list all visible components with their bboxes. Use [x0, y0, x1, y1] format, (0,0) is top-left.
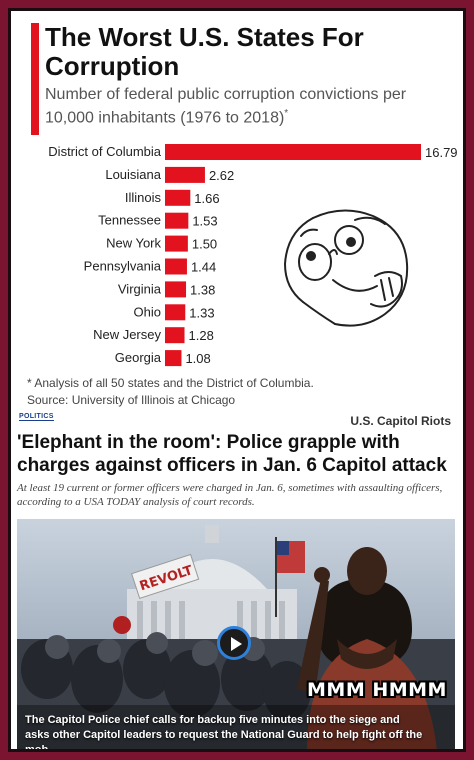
value-label: 1.44: [191, 260, 216, 275]
bar: [165, 350, 182, 367]
category-label: Pennsylvania: [84, 259, 162, 274]
value-label: 16.79: [425, 145, 458, 160]
value-label: 1.38: [190, 282, 215, 297]
category-label: District of Columbia: [48, 144, 161, 159]
play-icon[interactable]: [217, 626, 251, 660]
category-label: Louisiana: [105, 167, 161, 182]
bar: [165, 235, 188, 252]
source-text: Source: University of Illinois at Chicag…: [27, 393, 236, 407]
article-headline[interactable]: 'Elephant in the room': Police grapple w…: [17, 432, 447, 476]
category-label: New Jersey: [93, 327, 161, 342]
bar: [165, 212, 189, 229]
chart-footnotes: * Analysis of all 50 states and the Dist…: [27, 375, 447, 409]
category-label: New York: [106, 236, 161, 251]
value-label: 1.50: [192, 237, 217, 252]
chart-title: The Worst U.S. States For Corruption: [45, 22, 364, 81]
meme-caption: MMM HMMM: [307, 679, 447, 701]
category-label: Georgia: [115, 350, 162, 365]
category-label: Virginia: [118, 281, 162, 296]
video-player[interactable]: REVOLT: [17, 519, 455, 751]
bar: [165, 304, 186, 321]
category-label: Illinois: [125, 190, 162, 205]
category-label: Tennessee: [98, 213, 161, 228]
section-link[interactable]: POLITICS: [19, 413, 54, 421]
image-frame: The Worst U.S. States For Corruption Num…: [8, 8, 466, 752]
category-label: Ohio: [134, 304, 161, 319]
value-label: 1.33: [189, 305, 214, 320]
article-deck: At least 19 current or former officers w…: [17, 482, 443, 508]
video-caption: The Capitol Police chief calls for backu…: [25, 714, 423, 751]
value-label: 2.62: [209, 168, 234, 183]
thinking-face-icon: [283, 209, 409, 327]
bar: [165, 327, 185, 344]
chart-panel: The Worst U.S. States For Corruption Num…: [11, 11, 463, 411]
subtitle-footnote-mark: *: [284, 108, 289, 119]
video-frame-image: REVOLT: [17, 519, 455, 749]
chart-subtitle: Number of federal public corruption conv…: [45, 86, 407, 127]
title-accent-bar: [31, 23, 39, 135]
value-label: 1.08: [185, 351, 210, 366]
bar: [165, 258, 187, 275]
topic-label: U.S. Capitol Riots: [350, 414, 451, 428]
footnote-text: * Analysis of all 50 states and the Dist…: [27, 376, 314, 390]
news-article: POLITICS U.S. Capitol Riots 'Elephant in…: [11, 411, 463, 751]
bar-chart: District of Columbia 16.79 Louisiana 2.62 Il…: [48, 144, 458, 367]
value-label: 1.66: [194, 191, 219, 206]
bar: [165, 189, 191, 206]
bar: [165, 166, 205, 183]
value-label: 1.53: [192, 214, 217, 229]
bar: [165, 144, 421, 160]
bar: [165, 281, 187, 298]
value-label: 1.28: [189, 328, 214, 343]
